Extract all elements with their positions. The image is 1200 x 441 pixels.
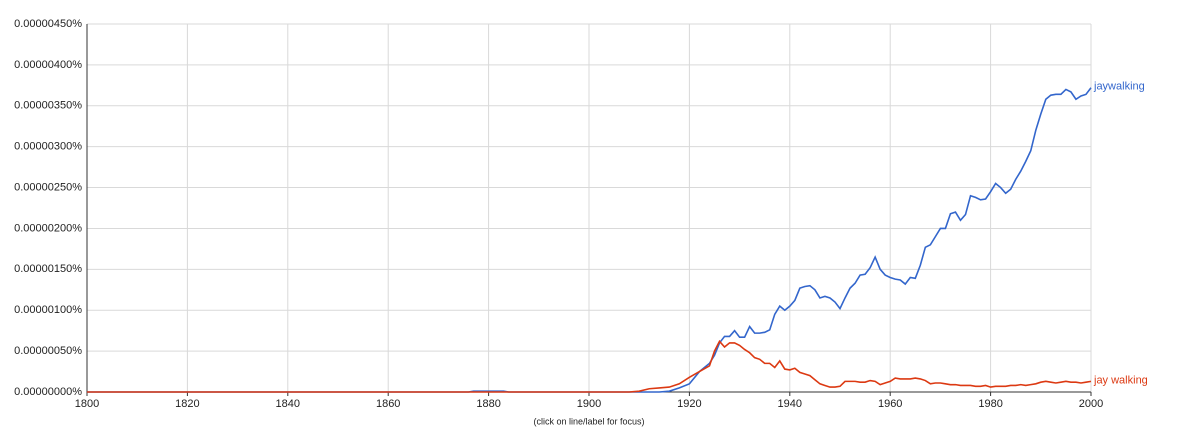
caption: (click on line/label for focus): [533, 416, 644, 426]
y-tick-label: 0.00000000%: [14, 386, 82, 398]
y-tick-label: 0.00000250%: [14, 181, 82, 193]
series-label[interactable]: jay walking: [1093, 374, 1148, 386]
y-tick-label: 0.00000300%: [14, 141, 82, 153]
x-tick-label: 1880: [476, 398, 500, 410]
x-tick-label: 1960: [878, 398, 902, 410]
y-tick-label: 0.00000050%: [14, 345, 82, 357]
series-label[interactable]: jaywalking: [1093, 81, 1145, 93]
x-tick-label: 1840: [276, 398, 300, 410]
x-tick-label: 1900: [577, 398, 601, 410]
x-tick-label: 1980: [978, 398, 1002, 410]
x-tick-label: 1940: [778, 398, 802, 410]
x-tick-label: 2000: [1079, 398, 1103, 410]
y-tick-label: 0.00000150%: [14, 263, 82, 275]
y-tick-label: 0.00000450%: [14, 18, 82, 30]
y-tick-label: 0.00000100%: [14, 304, 82, 316]
series-line[interactable]: [87, 339, 1092, 393]
series-line[interactable]: [87, 87, 1092, 393]
y-tick-label: 0.00000400%: [14, 59, 82, 71]
y-tick-label: 0.00000200%: [14, 222, 82, 234]
x-tick-label: 1800: [75, 398, 99, 410]
x-tick-label: 1820: [175, 398, 199, 410]
x-tick-label: 1860: [376, 398, 400, 410]
x-tick-label: 1920: [677, 398, 701, 410]
y-tick-label: 0.00000350%: [14, 100, 82, 112]
